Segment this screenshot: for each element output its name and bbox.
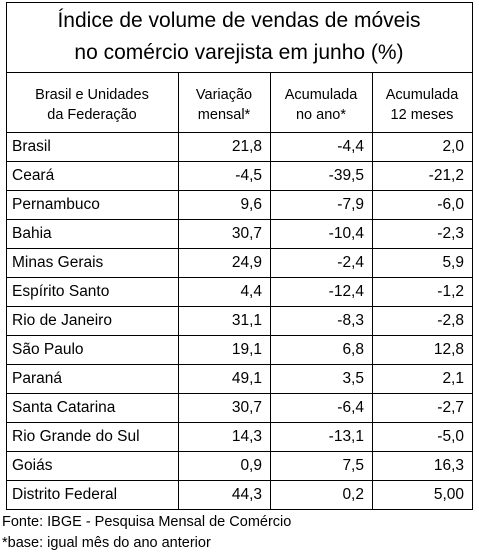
row-label: Rio Grande do Sul	[12, 428, 140, 445]
grid-line-row	[6, 364, 473, 365]
column-header-line: Brasil e Unidades	[35, 87, 149, 103]
column-header-line: mensal*	[197, 107, 251, 123]
table-cell: -6,4	[337, 399, 364, 416]
grid-line-row	[6, 277, 473, 278]
table-cell: 14,3	[231, 428, 262, 445]
table-title-line-2: no comércio varejista em junho (%)	[74, 41, 404, 64]
table-cell: -8,3	[337, 312, 364, 329]
grid-line-row	[6, 451, 473, 452]
table-cell: -4,4	[337, 138, 364, 155]
table-cell: -2,3	[437, 225, 464, 242]
grid-line-row	[6, 393, 473, 394]
table-cell: -7,9	[337, 196, 364, 213]
table-cell: 9,6	[240, 196, 262, 213]
table-cell: 21,8	[231, 138, 262, 155]
table-cell: -10,4	[328, 225, 364, 242]
grid-line-row	[6, 161, 473, 162]
table-cell: 2,0	[442, 138, 464, 155]
column-header-text: Acumulada no ano*	[285, 85, 358, 125]
row-label: Santa Catarina	[12, 399, 116, 416]
table-cell: -13,1	[328, 428, 364, 445]
grid-line-row	[6, 219, 473, 220]
table-cell: 2,1	[442, 370, 464, 387]
table-cell: 3,5	[342, 370, 364, 387]
column-header-4: Acumulada 12 meses	[372, 78, 472, 132]
table-title-line-1: Índice de volume de vendas de móveis	[57, 9, 421, 32]
table-cell: 16,3	[433, 457, 464, 474]
table-cell: -1,2	[437, 283, 464, 300]
source-note: Fonte: IBGE - Pesquisa Mensal de Comérci…	[2, 514, 292, 530]
table-cell: -39,5	[328, 167, 364, 184]
grid-line-column	[178, 72, 179, 509]
column-header-text: Acumulada 12 meses	[386, 85, 459, 125]
grid-line-header	[6, 132, 473, 133]
table-cell: 49,1	[231, 370, 262, 387]
grid-line-row	[6, 306, 473, 307]
table-cell: 6,8	[342, 341, 364, 358]
table-cell: 0,9	[240, 457, 262, 474]
table-cell: 7,5	[342, 457, 364, 474]
row-label: Pernambuco	[12, 196, 100, 213]
grid-line-column	[270, 72, 271, 509]
table-cell: -12,4	[328, 283, 364, 300]
row-label: Ceará	[12, 167, 55, 184]
grid-line-row	[6, 422, 473, 423]
row-label: Bahia	[12, 225, 52, 242]
table-cell: 24,9	[231, 254, 262, 271]
base-note: *base: igual mês do ano anterior	[2, 535, 211, 551]
column-header-3: Acumulada no ano*	[270, 78, 372, 132]
column-header-line: Variação	[195, 87, 253, 103]
column-header-line: Acumulada	[385, 87, 459, 103]
column-header-1: Brasil e Unidades da Federação	[6, 78, 178, 132]
table-cell: 5,9	[442, 254, 464, 271]
table-cell: 4,4	[240, 283, 262, 300]
row-label: Goiás	[12, 457, 53, 474]
row-label: Brasil	[12, 138, 51, 155]
row-label: Distrito Federal	[12, 486, 118, 503]
table-cell: -21,2	[428, 167, 464, 184]
column-header-text: Variação mensal*	[196, 85, 252, 125]
table-cell: 19,1	[231, 341, 262, 358]
table-cell: -2,7	[437, 399, 464, 416]
title-box-right	[472, 2, 473, 72]
grid-line-column	[372, 72, 373, 509]
table-cell: -5,0	[437, 428, 464, 445]
grid-line-row	[6, 248, 473, 249]
column-header-2: Variação mensal*	[178, 78, 270, 132]
column-header-line: da Federação	[47, 107, 137, 123]
table-cell: 44,3	[231, 486, 262, 503]
row-label: Rio de Janeiro	[12, 312, 112, 329]
table-cell: -2,8	[437, 312, 464, 329]
grid-line-top	[6, 72, 473, 73]
table-cell: 31,1	[231, 312, 262, 329]
table-cell: 5,00	[433, 486, 464, 503]
title-box-top	[6, 2, 473, 3]
table-cell: -4,5	[235, 167, 262, 184]
row-label: Espírito Santo	[12, 283, 110, 300]
column-header-text: Brasil e Unidades da Federação	[35, 85, 149, 125]
grid-line-row	[6, 509, 473, 510]
row-label: Paraná	[12, 370, 62, 387]
table-cell: 0,2	[342, 486, 364, 503]
row-label: Minas Gerais	[12, 254, 104, 271]
grid-line-row	[6, 480, 473, 481]
column-header-line: Acumulada	[284, 87, 358, 103]
column-header-line: no ano*	[295, 107, 346, 123]
grid-line-column	[472, 72, 473, 509]
table-cell: 30,7	[231, 225, 262, 242]
table-cell: 12,8	[433, 341, 464, 358]
row-label: São Paulo	[12, 341, 84, 358]
grid-line-row	[6, 335, 473, 336]
table-cell: -2,4	[337, 254, 364, 271]
table-cell: -6,0	[437, 196, 464, 213]
table-cell: 30,7	[231, 399, 262, 416]
grid-line-column	[6, 72, 7, 509]
column-header-line: 12 meses	[390, 107, 454, 123]
title-box-left	[6, 2, 7, 72]
grid-line-row	[6, 190, 473, 191]
